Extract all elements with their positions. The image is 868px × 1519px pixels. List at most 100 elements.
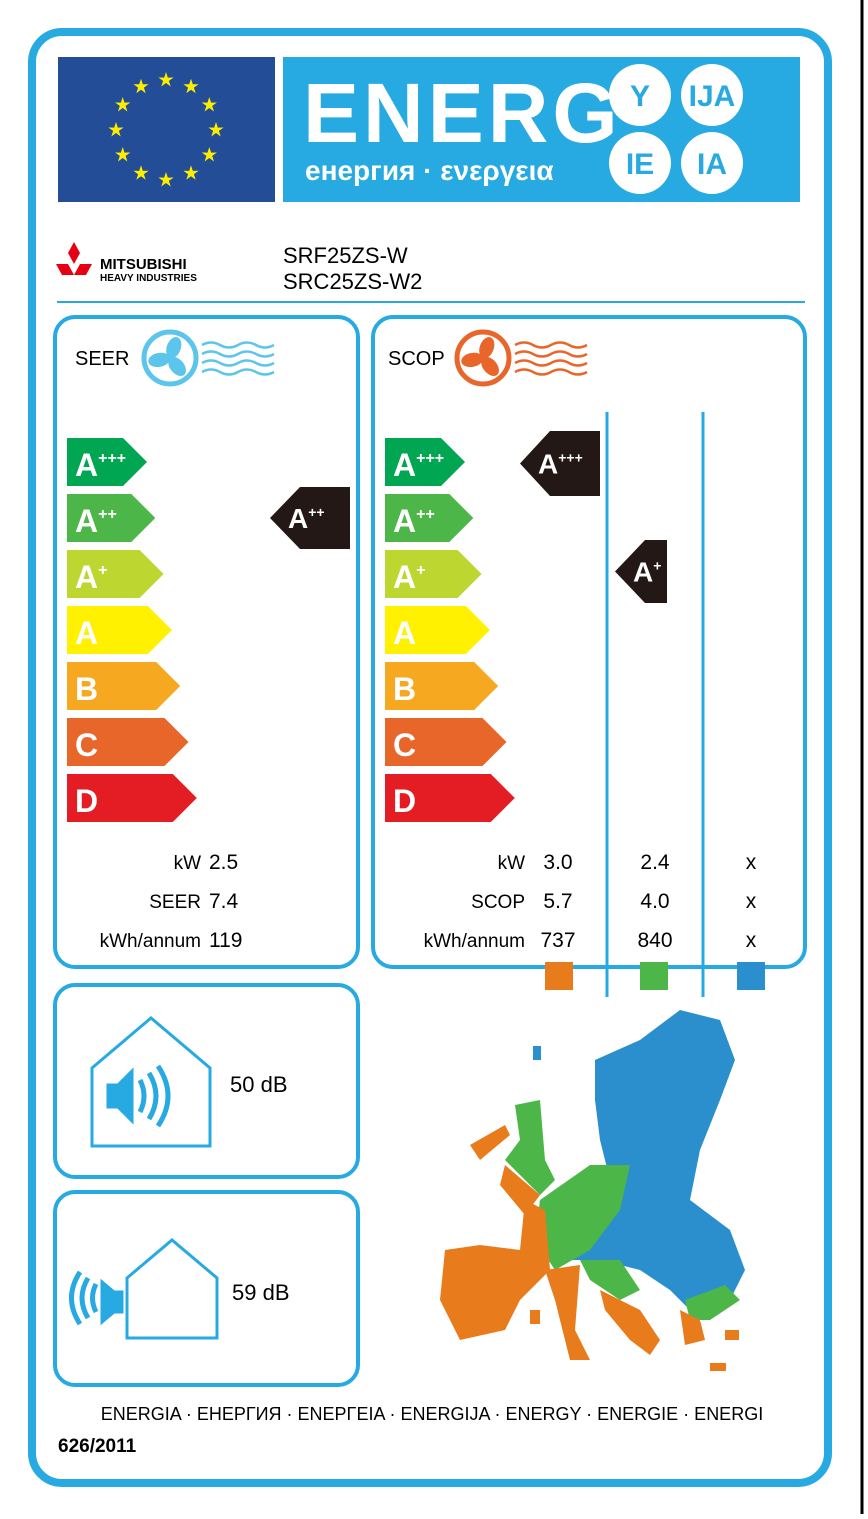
row-value: 5.7 [543,890,572,913]
air-line [201,350,275,358]
air-line [201,368,275,376]
outdoor-noise-icon [69,1238,219,1340]
class-letter: A [75,559,98,595]
row-label: SEER [149,892,201,913]
class-letter: A [75,615,98,651]
class-letter: A [393,615,416,651]
cooling-panel [53,315,360,969]
outdoor-noise-panel [53,1190,360,1387]
class-arrow [385,606,490,654]
title: ENERG [303,66,622,160]
rating-label: A+ [633,557,661,588]
class-label: D [393,783,416,819]
suffix-text: Y [630,80,650,113]
indoor-noise-icon [90,1016,212,1148]
zone-swatch [545,962,573,990]
subtitle: енергия · ενεργεια [305,155,554,186]
europe-map [440,1010,745,1371]
class-arrow [385,718,507,766]
class-letter: A [538,449,558,480]
class-sup: + [416,562,425,579]
air-line [201,341,275,349]
star [133,78,149,94]
class-label: A+++ [75,447,126,483]
star [183,78,199,94]
row-value: 119 [209,929,242,952]
suffix-text: IA [697,148,727,181]
fan-blade [479,337,495,359]
suffix-badge [609,132,671,194]
row-value: 737 [540,929,575,952]
fan-ring [141,329,199,387]
row-label: kWh/annum [424,931,525,952]
class-letter: A [75,503,98,539]
class-letter: A [393,559,416,595]
footer-languages: ENERGIA · ЕНЕРГИЯ · ΕΝΕΡΓΕΙΑ · ENERGIJA … [101,1404,763,1424]
cooling-label: SEER [75,348,129,370]
class-label: A+ [75,559,107,595]
class-sup: ++ [308,504,324,520]
class-sup: + [98,562,107,579]
eu-stars [108,72,224,187]
row-label: kW [174,853,202,874]
row-value: 2.4 [640,851,670,874]
class-label: A++ [393,503,435,539]
brand-logo [56,242,92,275]
regulation: 626/2011 [58,1436,137,1457]
air-line [514,341,588,349]
star [115,147,131,162]
row-value: 4.0 [640,890,669,913]
row-value: 840 [637,929,672,952]
rating-arrow [520,431,600,496]
air-line [514,368,588,376]
rating-arrow [270,487,350,549]
rating-label: A++ [288,503,325,534]
class-letter: A [288,503,308,534]
class-arrow [385,494,474,542]
class-label: D [75,783,98,819]
suffix-badge [609,64,671,126]
class-letter: A [633,557,653,588]
class-letter: B [393,671,416,707]
class-arrow [67,606,172,654]
class-label: A [75,615,98,651]
class-letter: D [393,783,416,819]
zone-swatch [737,962,765,990]
row-value: 3.0 [543,851,572,874]
row-value: x [746,929,757,952]
suffix-badge [681,64,743,126]
indoor-noise-panel [53,983,360,1179]
fan-blade [481,356,499,376]
class-sup: ++ [416,506,435,523]
model: SRC25ZS-W2 [283,269,422,294]
star [201,97,217,112]
class-sup: + [653,557,661,573]
class-arrow [67,718,189,766]
star [201,147,217,162]
class-arrow [385,550,482,598]
class-label: B [393,671,416,707]
model: SRF25ZS-W [283,243,408,268]
star [115,97,131,112]
class-arrow [385,438,465,486]
air-line [201,359,275,367]
class-arrow [67,438,147,486]
class-sup: +++ [558,449,583,465]
rating-label: A+++ [538,449,583,480]
class-letter: A [393,447,416,483]
class-label: A+ [393,559,425,595]
air-line [514,350,588,358]
class-letter: C [75,727,98,763]
class-letter: B [75,671,98,707]
class-arrow [385,662,499,710]
star [208,122,224,137]
row-label: kWh/annum [100,931,201,952]
cooling-icon [141,329,275,387]
suffix-text: IE [626,148,654,181]
class-label: A+++ [393,447,444,483]
row-value: 2.5 [209,851,238,874]
class-letter: A [393,503,416,539]
class-label: C [393,727,416,763]
star [108,122,124,137]
